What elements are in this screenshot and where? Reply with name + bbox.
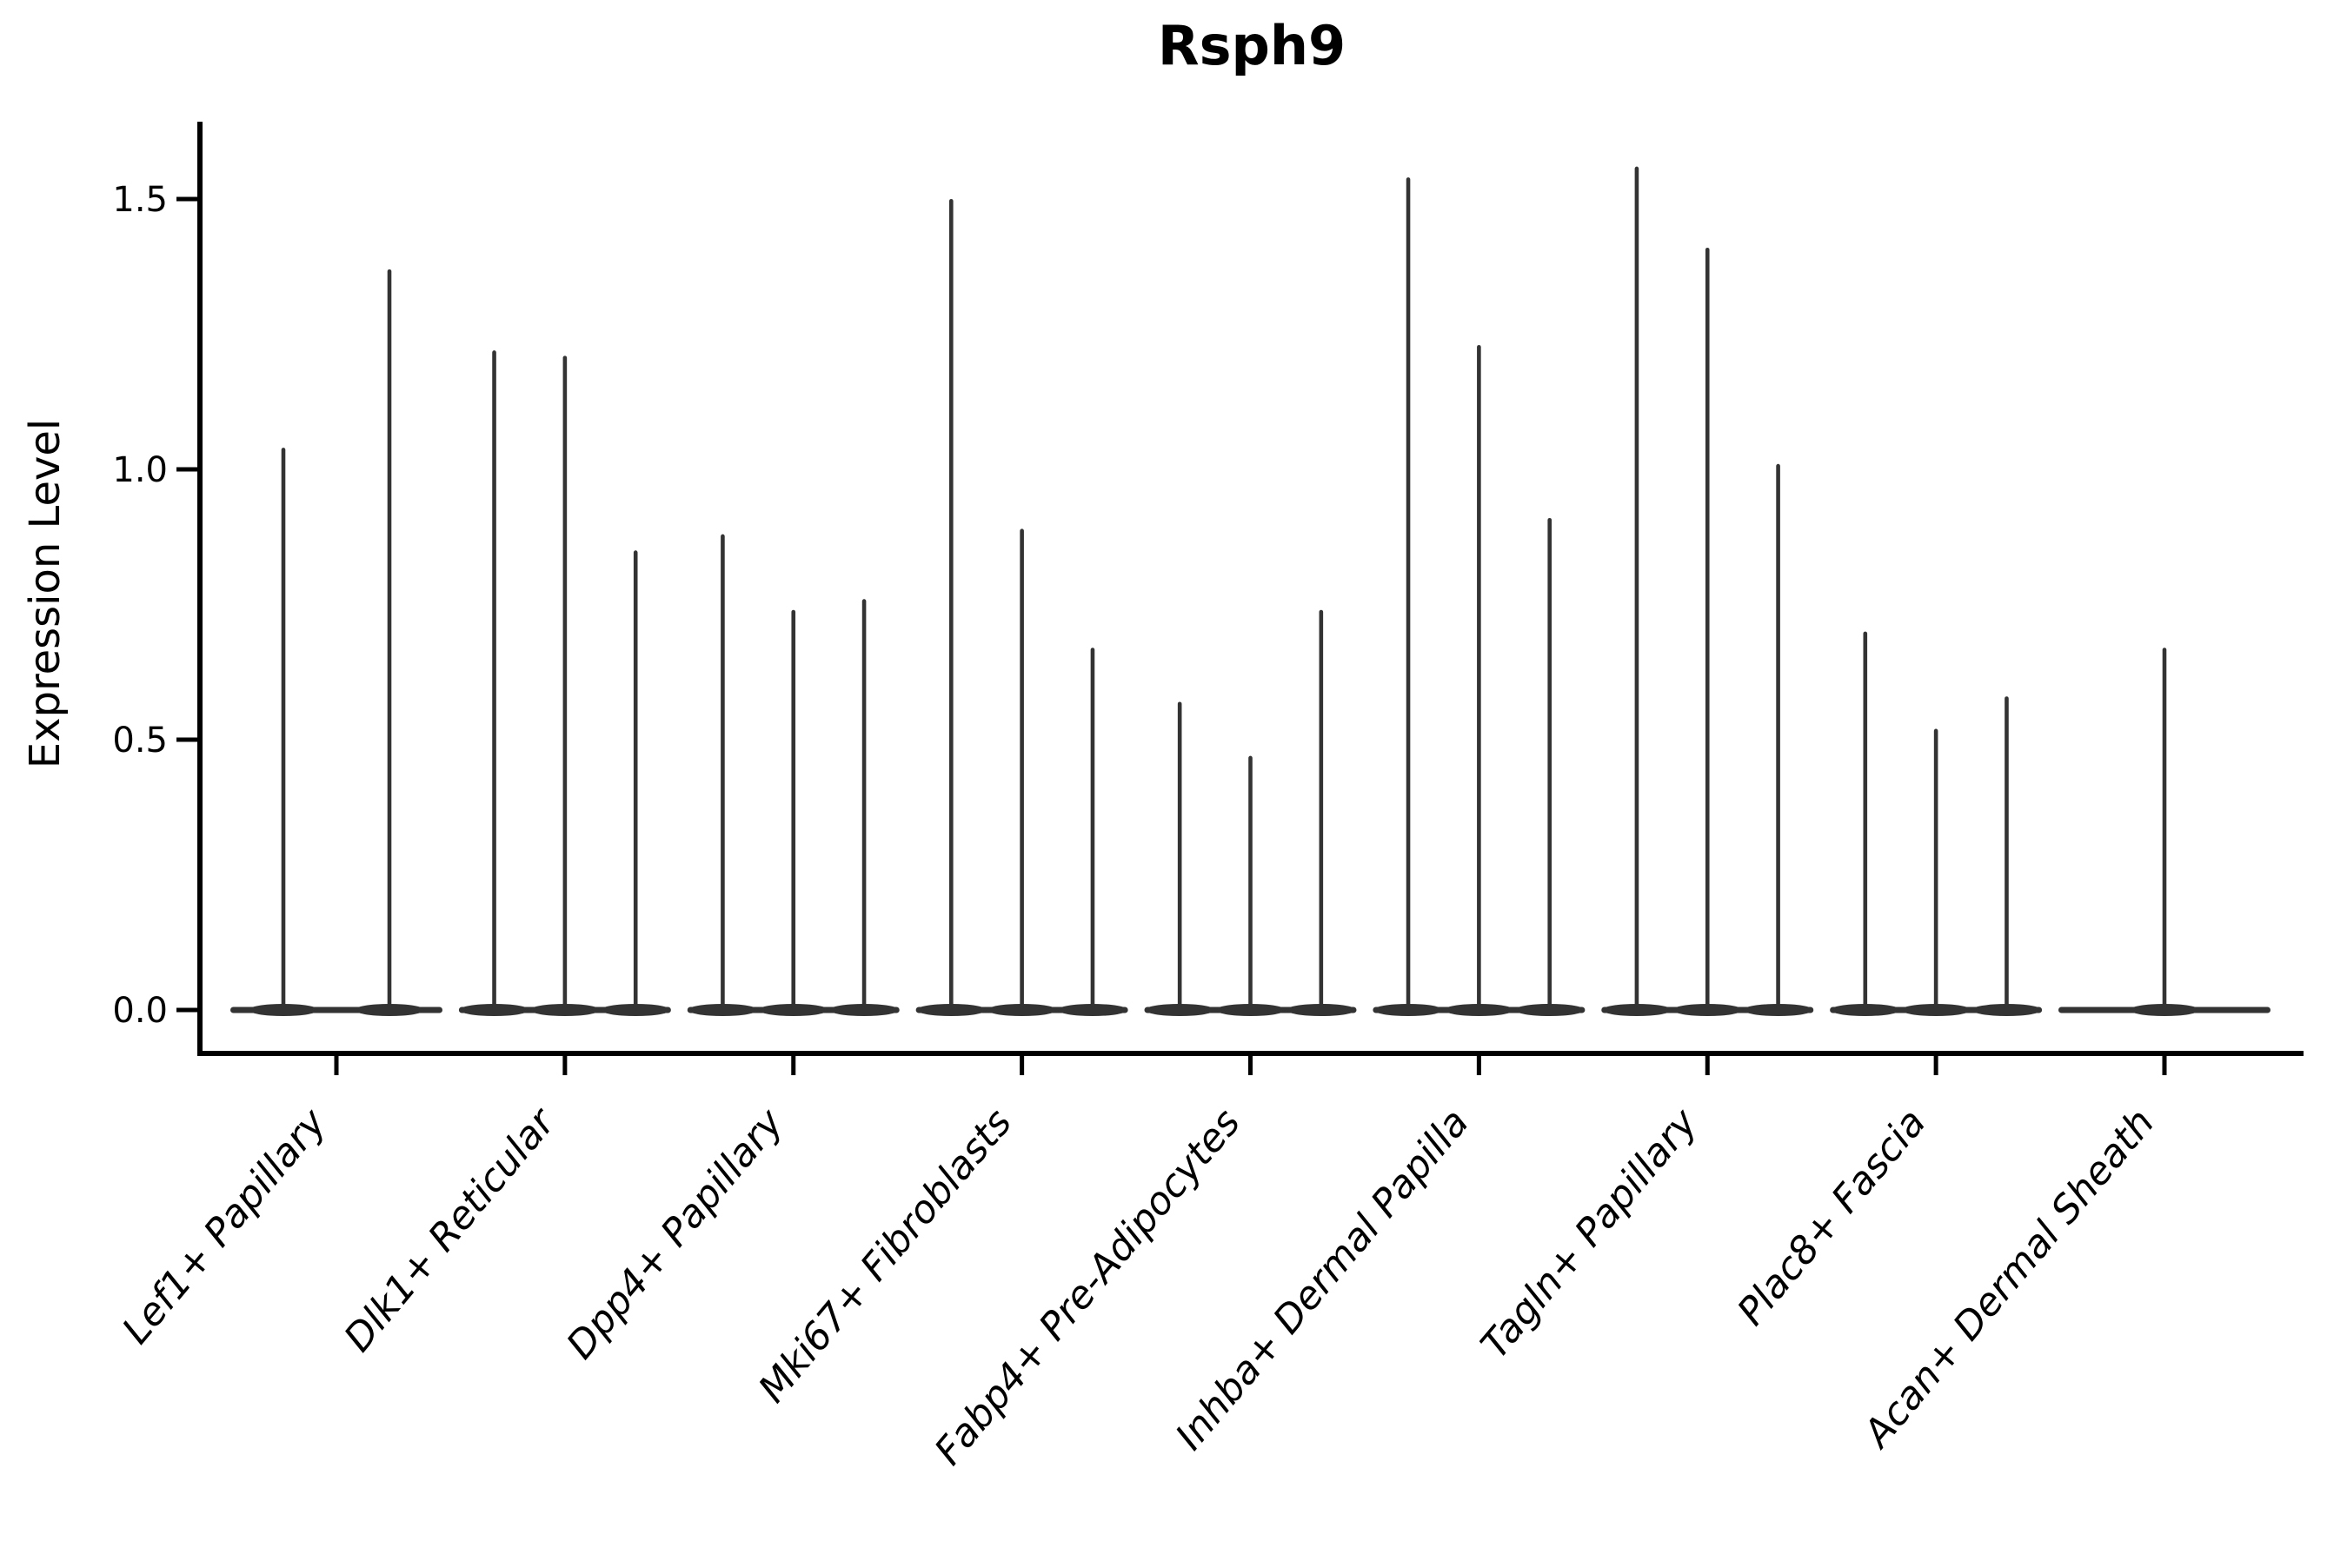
y-tick-label: 1.5 bbox=[112, 180, 168, 220]
expression-spike bbox=[1933, 728, 1938, 1010]
expression-spike bbox=[1319, 609, 1324, 1010]
violin-density-bulge bbox=[1145, 1004, 1215, 1016]
violin-density-bulge bbox=[1514, 1004, 1585, 1016]
x-tick-label: Plac8+ Fascia bbox=[1729, 1100, 1935, 1333]
expression-spike bbox=[2005, 696, 2009, 1010]
y-tick bbox=[176, 467, 197, 472]
violin-density-bulge bbox=[1971, 1004, 2042, 1016]
expression-spike bbox=[1547, 517, 1552, 1010]
y-tick bbox=[176, 1007, 197, 1013]
x-tick-label: Dlk1+ Reticular bbox=[336, 1099, 565, 1360]
y-tick bbox=[176, 737, 197, 742]
expression-spike bbox=[387, 269, 392, 1010]
x-tick-label: Dpp4+ Papillary bbox=[558, 1100, 793, 1368]
y-tick-label: 0.0 bbox=[112, 991, 168, 1031]
expression-spike bbox=[562, 355, 568, 1010]
expression-spike bbox=[948, 199, 954, 1010]
expression-spike bbox=[633, 550, 638, 1010]
y-axis-label: Expression Level bbox=[21, 418, 70, 769]
x-tick bbox=[1248, 1056, 1253, 1075]
expression-spike bbox=[1634, 166, 1639, 1010]
violin-density-bulge bbox=[688, 1004, 758, 1016]
expression-spike bbox=[1863, 631, 1868, 1010]
x-tick bbox=[1933, 1056, 1938, 1075]
expression-spike bbox=[2162, 648, 2167, 1010]
violin-density-bulge bbox=[1373, 1004, 1444, 1016]
expression-spike bbox=[791, 609, 796, 1010]
expression-spike bbox=[492, 350, 496, 1010]
expression-spike bbox=[861, 599, 867, 1010]
expression-spike bbox=[1020, 528, 1024, 1010]
expression-spike bbox=[1248, 755, 1253, 1010]
expression-spike bbox=[1177, 701, 1182, 1010]
x-tick bbox=[791, 1056, 796, 1075]
y-tick-label: 0.5 bbox=[112, 721, 168, 761]
expression-spike bbox=[1090, 648, 1095, 1010]
x-tick bbox=[1705, 1056, 1710, 1075]
violin-density-bulge bbox=[1601, 1004, 1672, 1016]
violin-density-bulge bbox=[1057, 1004, 1127, 1016]
x-tick-label: Tagln+ Papillary bbox=[1473, 1100, 1706, 1367]
x-tick bbox=[2162, 1056, 2167, 1075]
expression-spike bbox=[1477, 344, 1481, 1010]
violin-density-bulge bbox=[829, 1004, 900, 1016]
x-tick bbox=[334, 1056, 339, 1075]
x-tick bbox=[1476, 1056, 1481, 1075]
y-tick bbox=[176, 196, 197, 202]
expression-spike bbox=[1776, 463, 1780, 1010]
x-tick bbox=[562, 1056, 568, 1075]
expression-spike bbox=[1705, 247, 1710, 1011]
expression-spike bbox=[281, 448, 286, 1010]
expression-spike bbox=[721, 534, 725, 1010]
x-axis-spine bbox=[197, 1051, 2304, 1056]
x-tick-label: Mki67+ Fibroblasts bbox=[750, 1100, 1021, 1411]
x-tick-label: Lef1+ Papillary bbox=[114, 1100, 336, 1352]
violin-density-bulge bbox=[1743, 1004, 1813, 1016]
violin-density-bulge bbox=[916, 1004, 987, 1016]
chart-title: Rsph9 bbox=[1157, 14, 1346, 77]
expression-spike bbox=[1406, 177, 1411, 1010]
violin-density-bulge bbox=[1286, 1004, 1356, 1016]
violin-density-bulge bbox=[459, 1004, 529, 1016]
x-tick bbox=[1020, 1056, 1025, 1075]
y-tick-label: 1.0 bbox=[112, 450, 168, 490]
y-axis-spine bbox=[197, 122, 203, 1056]
